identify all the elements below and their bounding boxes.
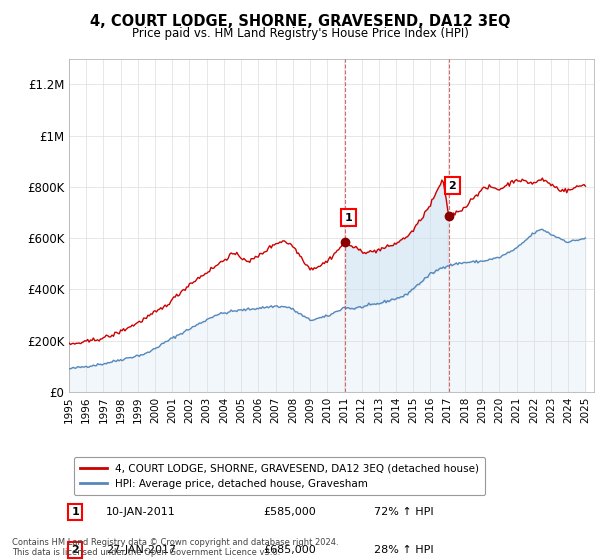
Text: 2: 2 <box>448 181 456 190</box>
Text: 4, COURT LODGE, SHORNE, GRAVESEND, DA12 3EQ: 4, COURT LODGE, SHORNE, GRAVESEND, DA12 … <box>90 14 510 29</box>
Text: Price paid vs. HM Land Registry's House Price Index (HPI): Price paid vs. HM Land Registry's House … <box>131 27 469 40</box>
Text: 28% ↑ HPI: 28% ↑ HPI <box>373 545 433 556</box>
Text: Contains HM Land Registry data © Crown copyright and database right 2024.
This d: Contains HM Land Registry data © Crown c… <box>12 538 338 557</box>
Text: 27-JAN-2017: 27-JAN-2017 <box>106 545 176 556</box>
Text: 1: 1 <box>71 507 79 517</box>
Text: £685,000: £685,000 <box>263 545 316 556</box>
Text: 72% ↑ HPI: 72% ↑ HPI <box>373 507 433 517</box>
Text: 1: 1 <box>344 213 352 223</box>
Text: 2: 2 <box>71 545 79 556</box>
Legend: 4, COURT LODGE, SHORNE, GRAVESEND, DA12 3EQ (detached house), HPI: Average price: 4, COURT LODGE, SHORNE, GRAVESEND, DA12 … <box>74 457 485 495</box>
Text: £585,000: £585,000 <box>263 507 316 517</box>
Text: 10-JAN-2011: 10-JAN-2011 <box>106 507 176 517</box>
